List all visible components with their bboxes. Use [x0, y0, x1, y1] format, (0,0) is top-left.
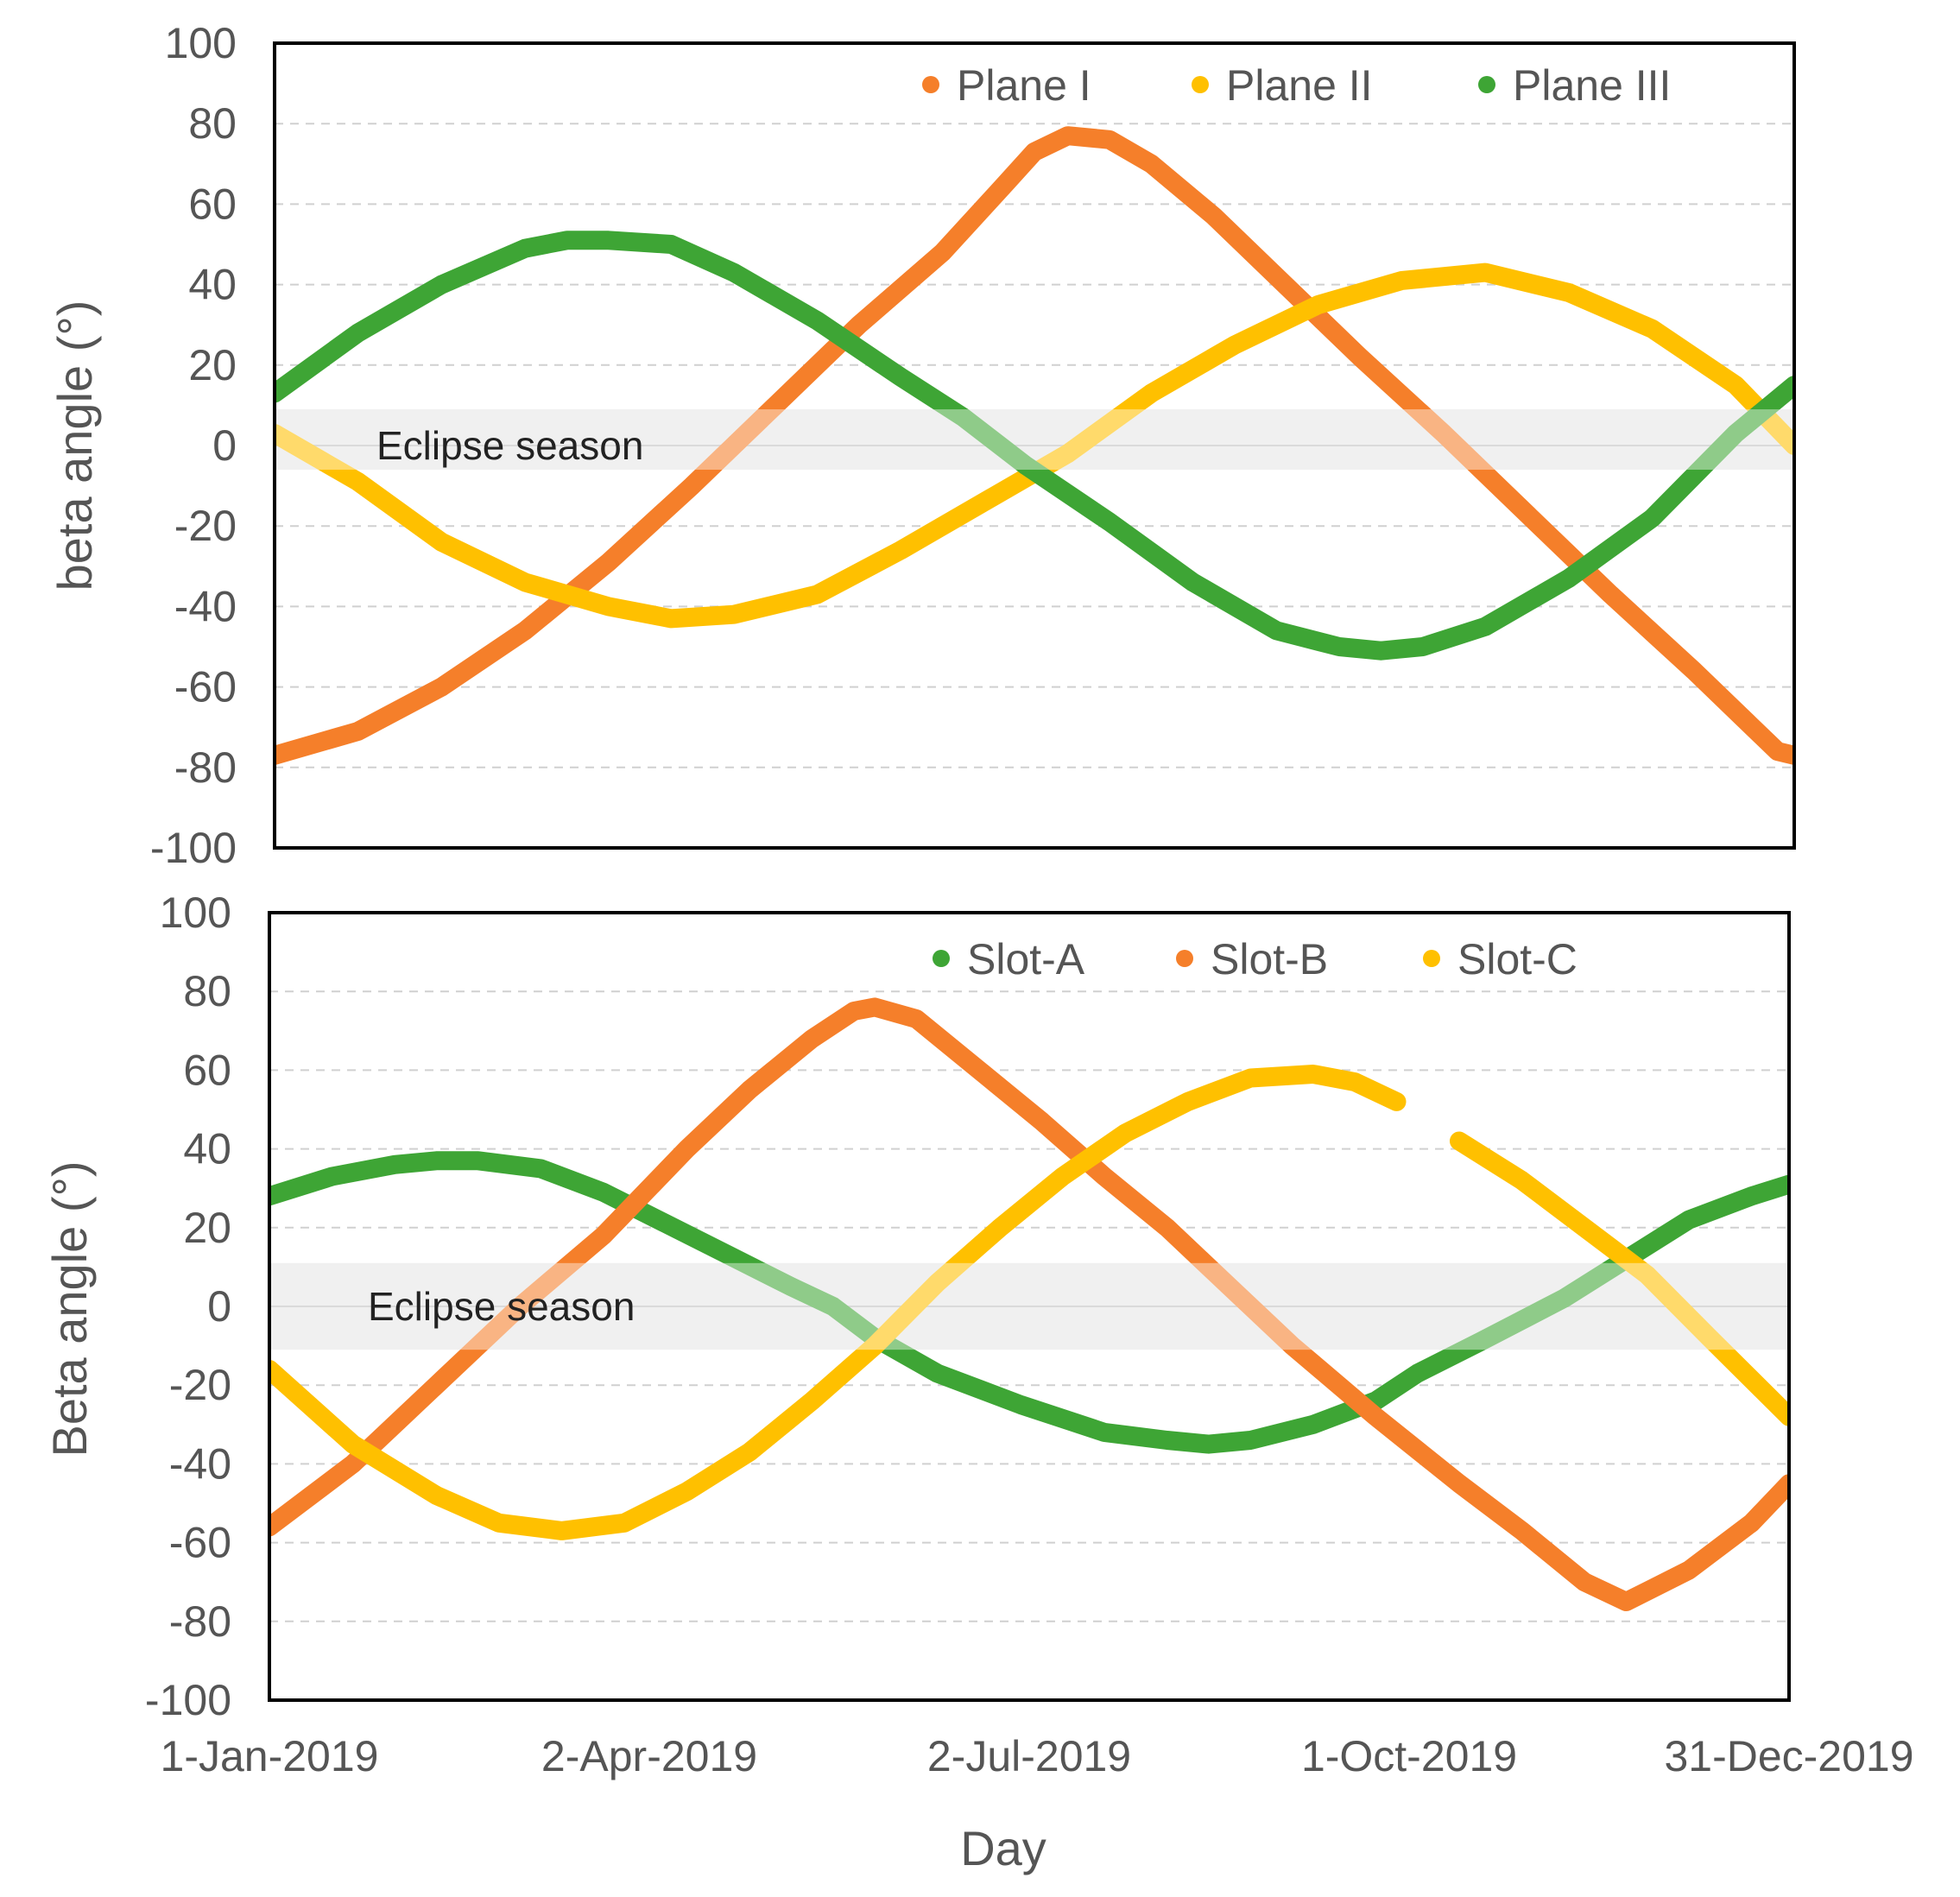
y-tick-label: 40 — [183, 1125, 231, 1173]
x-tick-label: 1-Jan-2019 — [161, 1732, 379, 1780]
y-tick-label: -80 — [174, 743, 237, 792]
top-eclipse-band-overlay — [275, 409, 1794, 470]
legend-label: Slot-A — [967, 935, 1085, 983]
y-tick-label: -20 — [169, 1361, 231, 1409]
legend-label: Plane I — [957, 61, 1091, 110]
legend-marker — [1423, 950, 1440, 967]
bottom-series-group — [269, 997, 1789, 1611]
top-legend: Plane I Plane II Plane III — [922, 61, 1671, 110]
bottom-x-tick-labels: 1-Jan-2019 2-Apr-2019 2-Jul-2019 1-Oct-2019… — [161, 1732, 1914, 1780]
top-eclipse-band — [275, 409, 1794, 470]
legend-label: Slot-C — [1457, 935, 1577, 983]
legend-marker — [933, 950, 950, 967]
legend-marker — [922, 76, 939, 93]
series-line-plane-i — [275, 126, 1794, 765]
bottom-eclipse-label: Eclipse season — [368, 1284, 635, 1329]
bottom-x-axis-title: Day — [960, 1821, 1046, 1875]
legend-marker — [1192, 76, 1209, 93]
y-tick-label: -80 — [169, 1597, 231, 1646]
y-tick-label: -60 — [174, 663, 237, 711]
bottom-y-tick-labels: 100 80 60 40 20 0 -20 -40 -60 -80 -100 — [145, 888, 231, 1724]
series-line-slot-a — [269, 1151, 1789, 1454]
y-tick-label: -60 — [169, 1519, 231, 1567]
y-tick-label: 60 — [188, 180, 237, 228]
top-y-axis-title: beta angle (°) — [47, 300, 102, 591]
y-tick-label: 0 — [207, 1282, 231, 1331]
y-tick-label: 80 — [183, 967, 231, 1015]
top-chart: Eclipse season 100 80 60 40 20 0 -20 -40 -60 -80 -… — [47, 19, 1796, 872]
legend-label: Plane II — [1226, 61, 1373, 110]
series-line-slot-c — [269, 1065, 1407, 1540]
legend-marker — [1478, 76, 1495, 93]
series-line-slot-b — [269, 997, 1789, 1611]
bottom-eclipse-band-overlay — [269, 1262, 1789, 1350]
y-tick-label: 100 — [165, 19, 237, 67]
y-tick-label: -100 — [150, 824, 237, 872]
bottom-chart: Eclipse season 100 80 60 40 20 0 -20 -40 -60 -80 -… — [42, 888, 1914, 1875]
y-tick-label: -40 — [169, 1439, 231, 1488]
bottom-plot-frame — [268, 911, 1791, 1702]
y-tick-label: 40 — [188, 261, 237, 309]
y-tick-label: -100 — [145, 1676, 231, 1724]
y-tick-label: 80 — [188, 99, 237, 148]
bottom-gridlines — [269, 990, 1789, 1622]
series-line-slot-c — [1450, 1131, 1789, 1426]
y-tick-label: 60 — [183, 1046, 231, 1094]
series-line-plane-ii — [275, 262, 1794, 629]
top-series-group — [275, 126, 1794, 765]
y-tick-label: 20 — [188, 341, 237, 389]
top-y-tick-labels: 100 80 60 40 20 0 -20 -40 -60 -80 -100 — [150, 19, 237, 872]
top-eclipse-label: Eclipse season — [376, 423, 643, 468]
x-tick-label: 2-Apr-2019 — [541, 1732, 757, 1780]
y-tick-label: -20 — [174, 502, 237, 550]
legend-marker — [1176, 950, 1193, 967]
y-tick-label: 20 — [183, 1204, 231, 1252]
y-tick-label: 100 — [160, 888, 231, 937]
top-plot-frame — [273, 41, 1796, 850]
y-tick-label: -40 — [174, 582, 237, 630]
legend-label: Slot-B — [1211, 935, 1328, 983]
x-tick-label: 2-Jul-2019 — [927, 1732, 1131, 1780]
x-tick-label: 1-Oct-2019 — [1301, 1732, 1517, 1780]
series-line-plane-iii — [275, 231, 1794, 661]
legend-label: Plane III — [1513, 61, 1671, 110]
bottom-legend: Slot-A Slot-B Slot-C — [933, 935, 1577, 983]
x-tick-label: 31-Dec-2019 — [1664, 1732, 1913, 1780]
y-tick-label: 0 — [212, 421, 237, 470]
bottom-y-axis-title: Beta angle (°) — [42, 1160, 97, 1457]
